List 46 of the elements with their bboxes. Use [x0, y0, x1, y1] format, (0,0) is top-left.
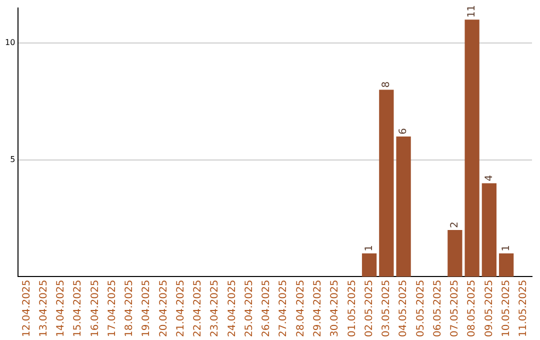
- x-tick-label: 28.04.2025: [295, 280, 306, 338]
- x-tick-label: 26.04.2025: [261, 280, 272, 338]
- x-tick-label: 17.04.2025: [106, 280, 118, 338]
- x-tick-label: 20.04.2025: [158, 280, 170, 338]
- x-tick-label: 15.04.2025: [72, 280, 84, 338]
- bar: [464, 20, 480, 277]
- x-tick-label: 01.05.2025: [346, 280, 358, 338]
- x-tick-label: 30.04.2025: [330, 280, 341, 338]
- x-tick-label: 19.04.2025: [141, 280, 152, 338]
- x-tick-label: 05.05.2025: [415, 280, 426, 338]
- y-tick-label: 10: [4, 38, 16, 48]
- x-tick-label: 18.04.2025: [124, 280, 136, 338]
- bar: [498, 253, 514, 277]
- bar: [448, 230, 462, 277]
- x-tick-label: 21.04.2025: [175, 280, 186, 338]
- bar: [362, 253, 377, 277]
- x-tick-label: 29.04.2025: [312, 280, 324, 338]
- x-tick-label: 02.05.2025: [364, 280, 375, 338]
- x-tick-label: 10.05.2025: [500, 280, 512, 338]
- x-tick-label: 16.04.2025: [90, 280, 101, 338]
- x-tick-label: 23.04.2025: [210, 280, 221, 338]
- data-label: 1: [500, 245, 512, 252]
- bar: [379, 90, 394, 277]
- x-tick-label: 11.05.2025: [518, 280, 530, 338]
- x-tick-label: 12.04.2025: [21, 280, 32, 338]
- x-tick-label: 04.05.2025: [398, 280, 410, 338]
- y-tick-label: 5: [10, 154, 16, 164]
- x-tick-label: 08.05.2025: [466, 280, 478, 338]
- bar: [396, 136, 411, 277]
- bar: [482, 183, 497, 277]
- x-tick-label: 14.04.2025: [56, 280, 67, 338]
- x-tick-label: 07.05.2025: [450, 280, 461, 338]
- x-tick-label: 27.04.2025: [278, 280, 290, 338]
- x-tick-label: 24.04.2025: [226, 280, 238, 338]
- x-tick-label: 25.04.2025: [244, 280, 255, 338]
- x-tick-label: 22.04.2025: [192, 280, 204, 338]
- data-label: 1: [364, 245, 375, 252]
- data-label: 11: [466, 4, 478, 18]
- x-tick-label: 09.05.2025: [484, 280, 495, 338]
- x-tick-label: 13.04.2025: [38, 280, 50, 338]
- data-label: 4: [484, 174, 495, 182]
- x-tick-label: 03.05.2025: [381, 280, 392, 338]
- data-label: 6: [398, 128, 410, 135]
- x-tick-label: 06.05.2025: [432, 280, 444, 338]
- data-label: 8: [381, 81, 392, 88]
- data-label: 2: [450, 222, 461, 228]
